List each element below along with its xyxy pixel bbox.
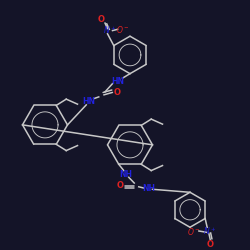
Text: NH: NH (120, 170, 133, 179)
Text: HN: HN (111, 77, 124, 86)
Text: $O^-$: $O^-$ (187, 226, 201, 236)
Text: $N^+$: $N^+$ (204, 225, 217, 237)
Text: O: O (207, 240, 214, 249)
Text: O: O (98, 15, 105, 24)
Text: HN: HN (82, 98, 95, 106)
Text: $O^-$: $O^-$ (116, 24, 129, 35)
Text: $N^+$: $N^+$ (103, 25, 117, 36)
Text: O: O (116, 181, 123, 190)
Text: O: O (114, 88, 121, 97)
Text: NH: NH (142, 184, 155, 192)
